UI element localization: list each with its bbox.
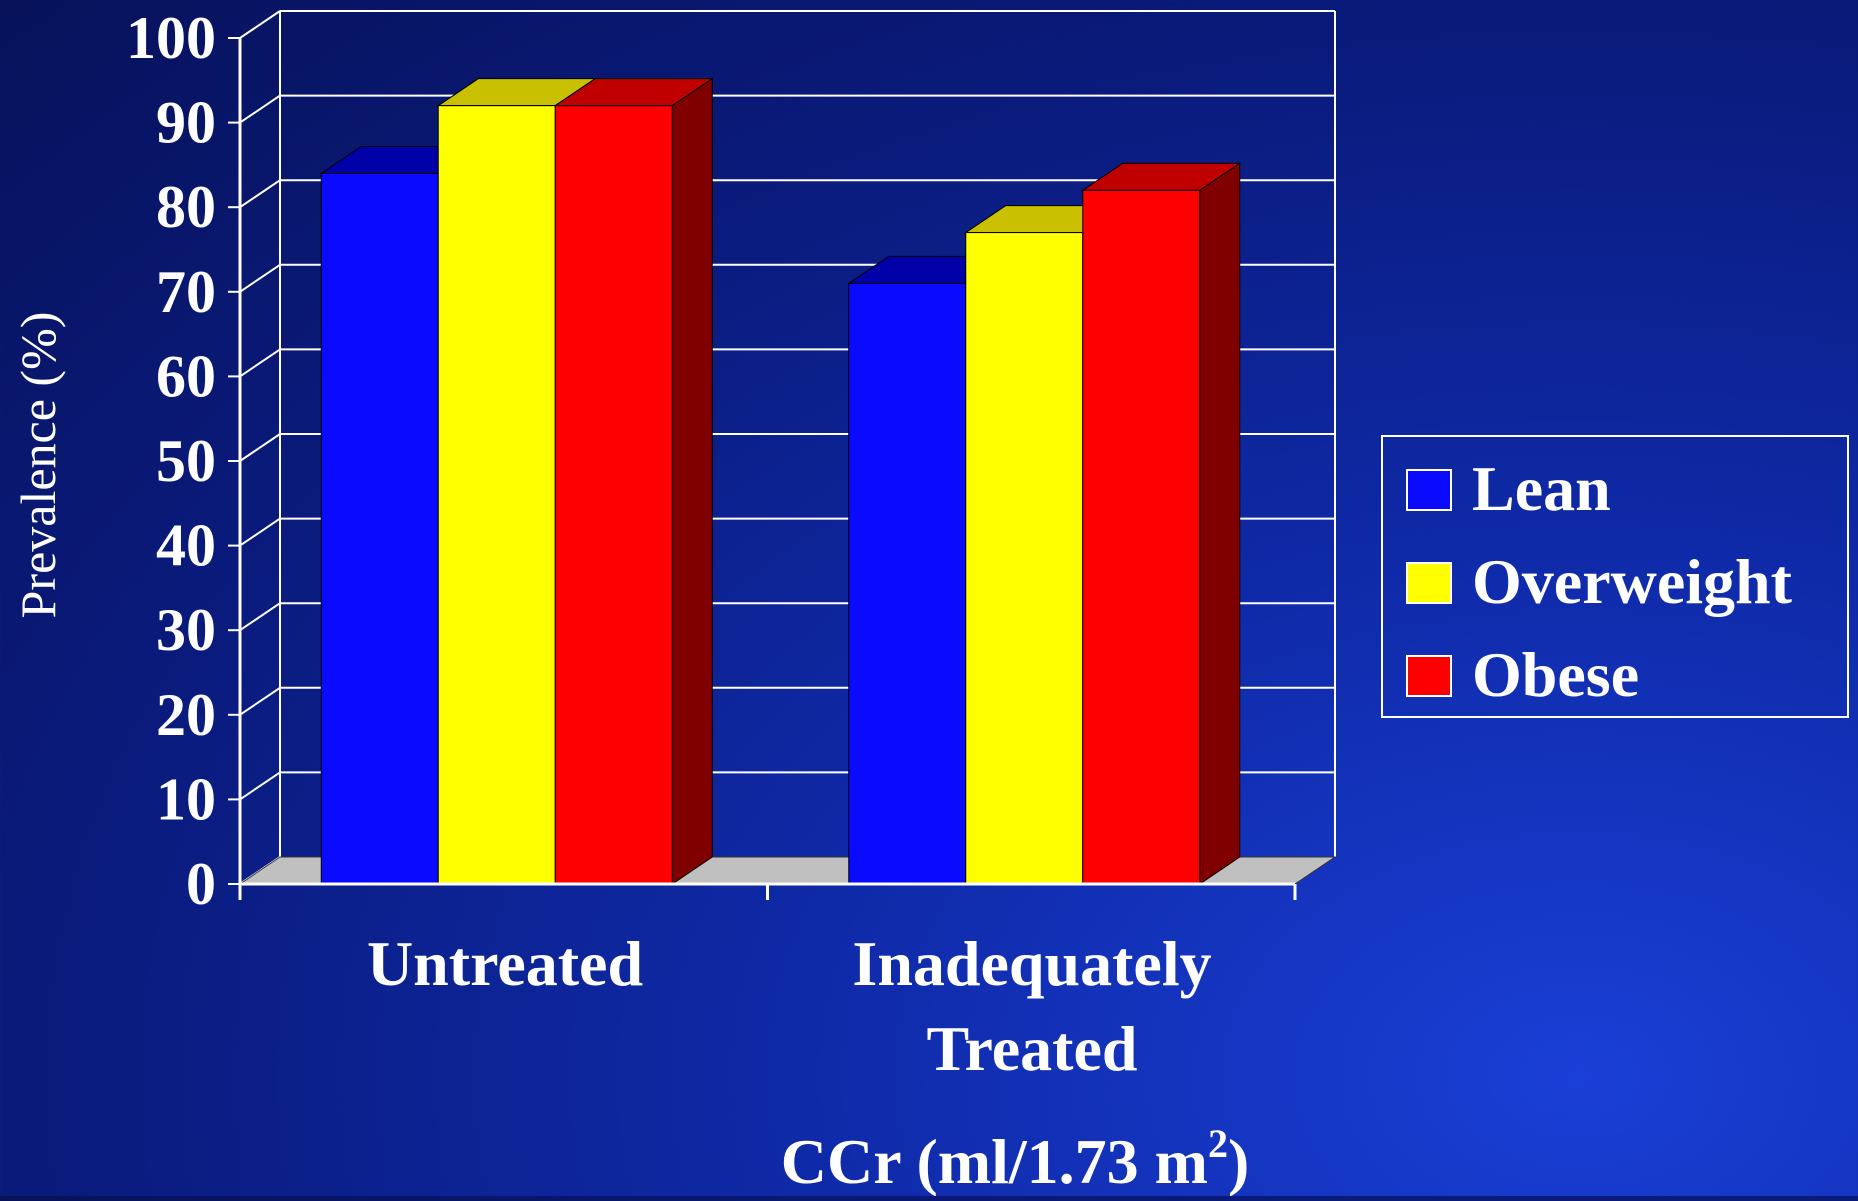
y-tick-label: 20 <box>156 682 216 748</box>
bar-group <box>319 77 1242 885</box>
y-tick-labels: 0 10 20 30 40 50 60 70 80 90 100 <box>126 5 216 917</box>
bar-lean <box>320 172 439 885</box>
legend-box <box>1381 435 1849 718</box>
legend: Lean Overweight Obese <box>1381 435 1849 718</box>
x-axis-title: CCr (ml/1.73 m2) <box>781 1121 1250 1196</box>
bar-obese <box>554 105 673 885</box>
y-tick-label: 80 <box>156 174 216 240</box>
legend-label-obese: Obese <box>1472 639 1639 710</box>
legend-label-lean: Lean <box>1472 453 1611 524</box>
y-tick-label: 0 <box>186 851 216 917</box>
y-tick-label: 50 <box>156 428 216 494</box>
y-tick-label: 90 <box>156 90 216 156</box>
x-axis-title-main: CCr (ml/1.73 m <box>781 1126 1208 1196</box>
y-tick-label: 40 <box>156 513 216 579</box>
bar-lean <box>848 282 967 885</box>
y-axis <box>228 37 1297 900</box>
gridline-side <box>239 771 281 801</box>
left-wall-gridlines <box>239 10 281 885</box>
bar-side-obese <box>1199 162 1241 885</box>
y-tick-label: 60 <box>156 343 216 409</box>
gridline-side <box>239 10 281 39</box>
gridline-side <box>239 517 281 547</box>
gridline-side <box>239 179 281 209</box>
gridline-side <box>239 94 281 124</box>
category-label: Untreated <box>367 928 643 999</box>
gridline-side <box>239 602 281 632</box>
y-tick-label: 10 <box>156 766 216 832</box>
bar-overweight <box>965 232 1084 885</box>
gridline-side <box>239 433 281 462</box>
bar-overweight <box>437 105 556 885</box>
y-tick-label: 70 <box>156 259 216 325</box>
bar-obese <box>1082 189 1201 885</box>
y-tick-label: 30 <box>156 597 216 663</box>
x-axis-title-suffix: ) <box>1228 1126 1249 1196</box>
gridline-side <box>239 263 281 293</box>
legend-label-overweight: Overweight <box>1472 546 1793 617</box>
gridline-side <box>239 348 281 378</box>
y-axis-title: Prevalence (%) <box>10 312 66 619</box>
category-label: Inadequately <box>852 928 1211 999</box>
legend-swatch-overweight <box>1406 562 1452 604</box>
legend-swatch-lean <box>1406 469 1452 511</box>
category-label: Treated <box>927 1013 1138 1084</box>
y-tick-label: 100 <box>126 5 216 71</box>
bar-side-obese <box>671 77 713 885</box>
legend-swatch-obese <box>1406 655 1452 697</box>
x-category-labels: Untreated Inadequately Treated <box>367 928 1212 1084</box>
x-axis-title-superscript: 2 <box>1208 1121 1228 1166</box>
gridline-side <box>239 686 281 716</box>
